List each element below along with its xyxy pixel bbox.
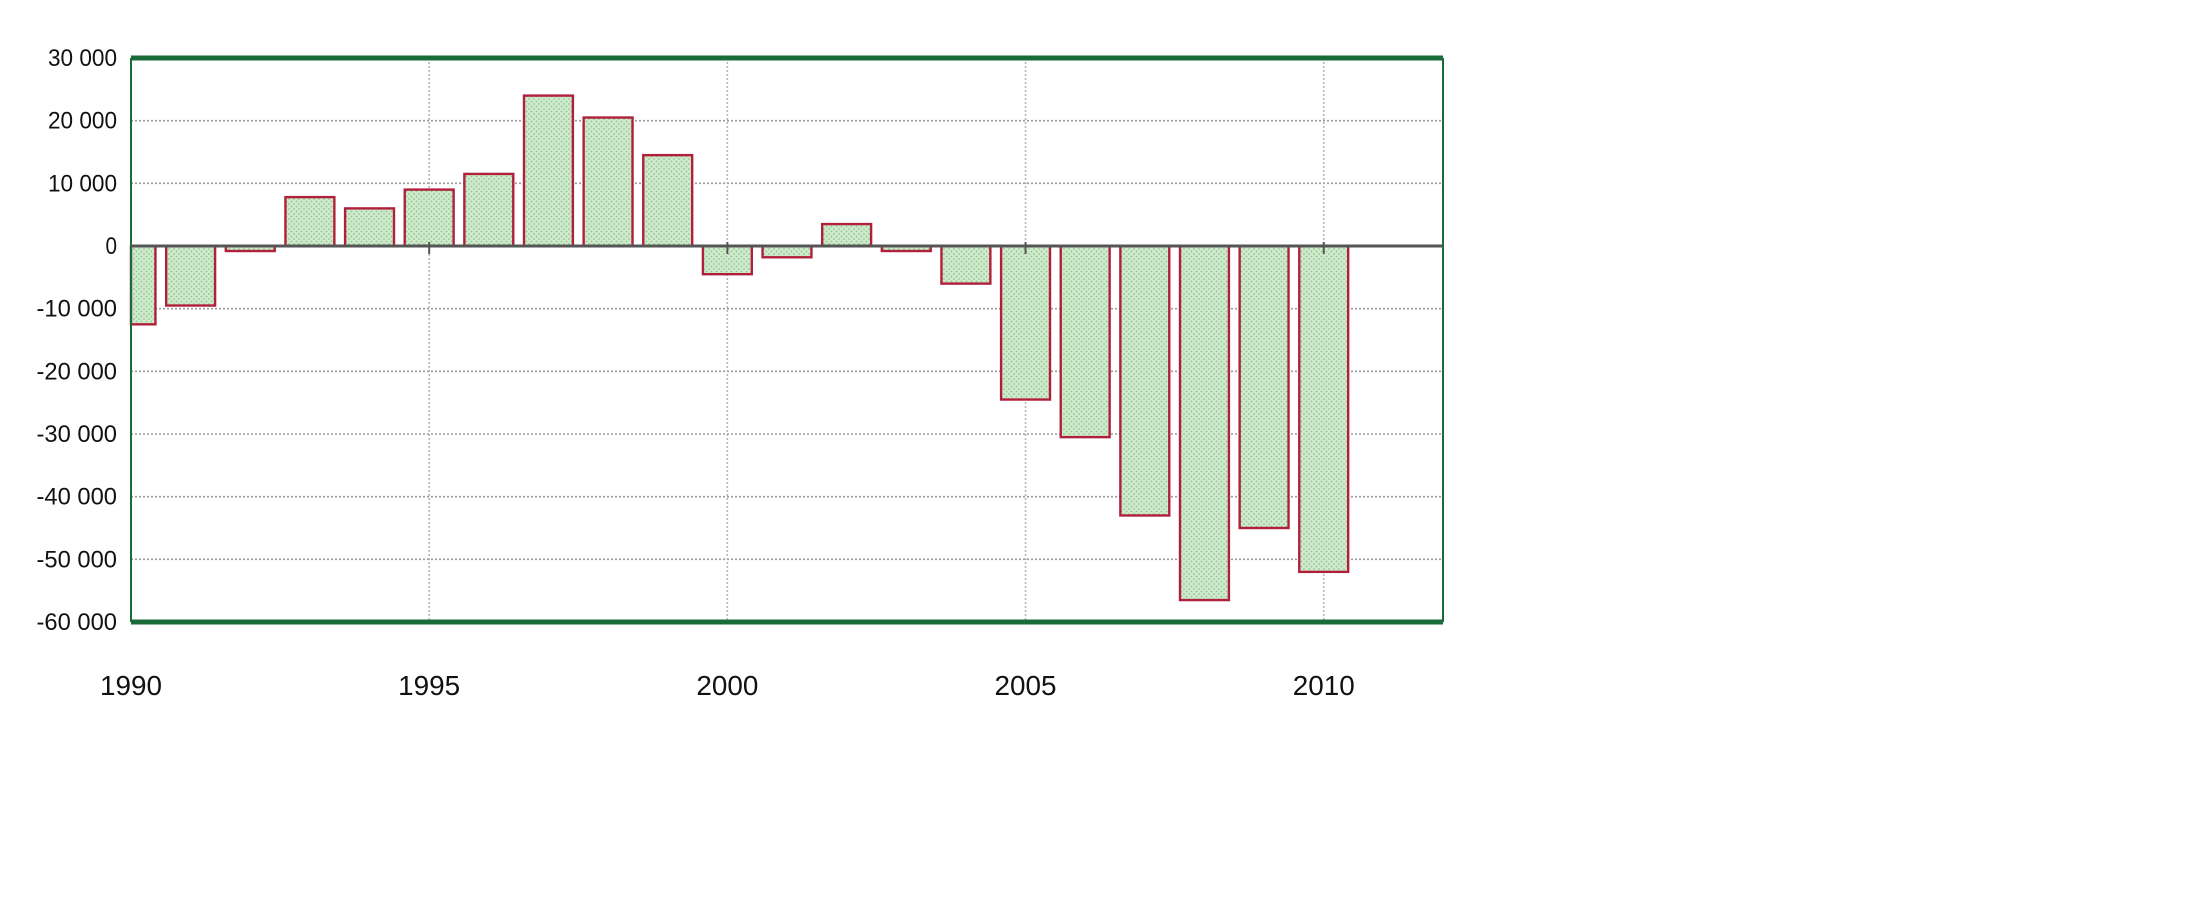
bar xyxy=(284,195,336,248)
bar xyxy=(164,244,217,307)
x-tick-labels: 1990 1995 2000 2005 2010 xyxy=(100,670,1355,701)
bar xyxy=(343,207,396,248)
bar xyxy=(820,222,873,248)
bar xyxy=(1238,244,1290,530)
axes xyxy=(130,55,1444,625)
x-tick-label: 1995 xyxy=(398,670,460,701)
bar xyxy=(999,244,1052,401)
y-tick-label: 20 000 xyxy=(48,108,117,135)
y-tick-label: 10 000 xyxy=(48,170,117,197)
y-tick-label: -60 000 xyxy=(37,609,118,636)
y-tick-labels: 30 000 20 000 10 000 0 -10 000 -20 000 -30 000… xyxy=(37,45,118,636)
y-tick-label: -50 000 xyxy=(37,546,118,573)
bar xyxy=(761,244,813,259)
y-tick-label: -30 000 xyxy=(37,421,118,448)
bar xyxy=(1178,244,1231,602)
y-tick-label: 30 000 xyxy=(48,45,117,72)
y-tick-label: -10 000 xyxy=(37,296,118,323)
x-tick-label: 2005 xyxy=(995,670,1057,701)
bar xyxy=(1059,244,1111,439)
y-tick-label: 0 xyxy=(106,233,118,260)
bar xyxy=(642,153,694,248)
bar xyxy=(1298,244,1350,574)
bar xyxy=(582,116,634,248)
bar xyxy=(940,244,992,285)
x-tick-label: 2010 xyxy=(1293,670,1355,701)
y-tick-label: -20 000 xyxy=(37,358,118,385)
y-tick-label: -40 000 xyxy=(37,484,118,511)
bar xyxy=(463,172,515,248)
bar xyxy=(1119,244,1171,517)
bar xyxy=(403,188,455,248)
bar xyxy=(129,244,157,326)
bar xyxy=(522,94,575,248)
bars xyxy=(129,94,1350,602)
x-tick-label: 2000 xyxy=(696,670,758,701)
x-tick-label: 1990 xyxy=(100,670,162,701)
